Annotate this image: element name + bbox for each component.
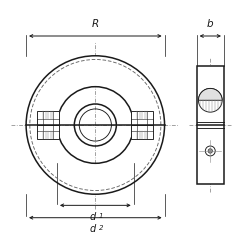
Text: b: b <box>207 18 214 28</box>
Wedge shape <box>26 56 164 194</box>
Circle shape <box>198 88 222 112</box>
Text: d: d <box>89 212 95 222</box>
Text: R: R <box>92 18 99 28</box>
Text: 1: 1 <box>99 213 103 219</box>
Text: d: d <box>89 224 95 234</box>
Wedge shape <box>198 88 222 100</box>
Bar <box>131 125 154 138</box>
Bar <box>131 112 154 125</box>
Circle shape <box>208 149 212 153</box>
Bar <box>37 112 60 125</box>
Bar <box>197 66 224 184</box>
Text: 2: 2 <box>99 225 103 231</box>
Bar <box>37 125 60 138</box>
Circle shape <box>205 146 215 156</box>
